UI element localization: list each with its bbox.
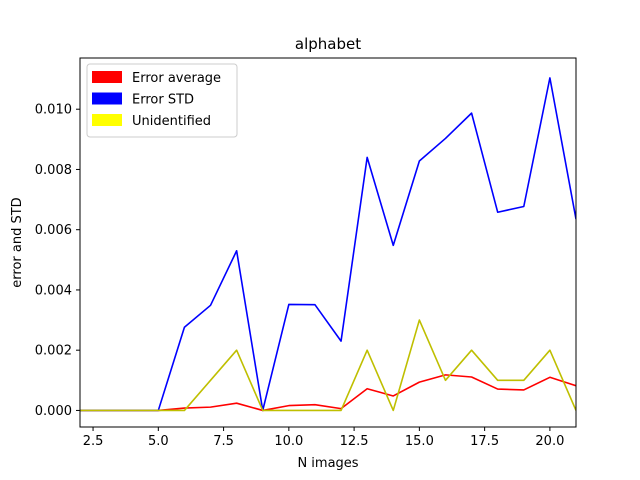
- axes-frame: [79, 57, 577, 428]
- x-tick-label: 17.5: [470, 434, 499, 449]
- y-tick-label: 0.010: [35, 103, 72, 118]
- legend-swatch: [92, 114, 122, 126]
- x-tick-label: 15.0: [405, 434, 434, 449]
- y-axis-label: error and STD: [10, 197, 25, 287]
- y-tick-label: 0.002: [35, 344, 72, 359]
- series-line-2: [80, 77, 576, 412]
- y-tick-label: 0.008: [35, 163, 72, 178]
- y-axis: 0.000 0.002 0.004 0.006 0.008 0.010: [35, 103, 80, 419]
- x-tick-label: 2.5: [83, 434, 104, 449]
- x-tick-label: 12.5: [340, 434, 369, 449]
- legend-swatch: [92, 92, 122, 105]
- x-tick-label: 5.0: [148, 434, 169, 449]
- series-line-3: [80, 319, 576, 412]
- chart-title: alphabet: [295, 35, 361, 53]
- x-tick-label: 7.5: [213, 434, 234, 449]
- legend-label: Unidentified: [132, 114, 211, 129]
- legend: Error average Error STD Unidentified: [86, 63, 238, 138]
- x-axis-label: N images: [297, 456, 358, 471]
- y-tick-label: 0.004: [35, 283, 72, 298]
- x-tick-label: 20.0: [535, 434, 564, 449]
- legend-swatch: [92, 71, 122, 83]
- x-tick-label: 10.0: [274, 434, 303, 449]
- legend-label: Error STD: [132, 93, 194, 108]
- legend-label: Error average: [132, 71, 221, 86]
- y-tick-label: 0.000: [35, 404, 72, 419]
- x-axis: 2.5 5.0 7.5 10.0 12.5 15.0 17.5 20.0: [83, 427, 564, 449]
- y-tick-label: 0.006: [35, 223, 72, 238]
- legend-box: [86, 63, 238, 138]
- series-layer: [80, 77, 576, 412]
